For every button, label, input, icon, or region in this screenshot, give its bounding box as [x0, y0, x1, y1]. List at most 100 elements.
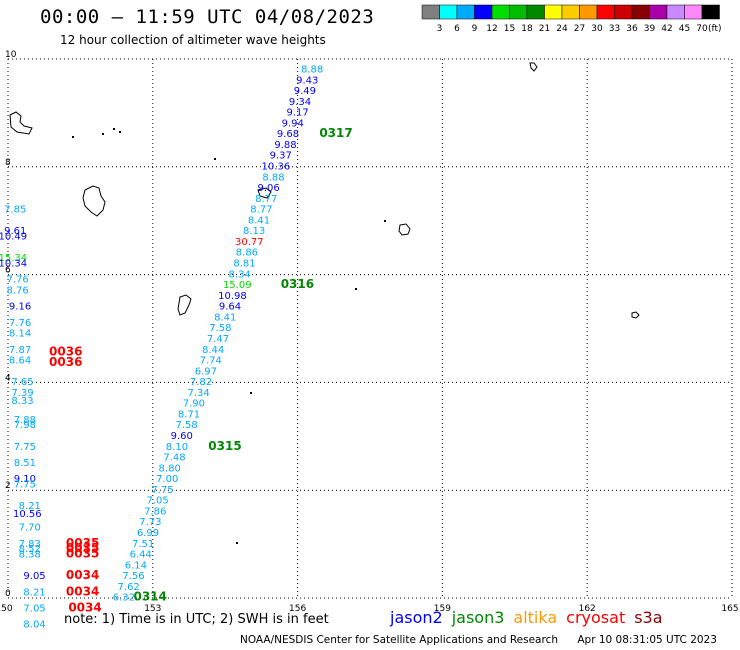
wave-height-label: 7.58	[175, 420, 197, 431]
wave-height-label: 7.82	[190, 377, 212, 388]
footer-timestamp: Apr 10 08:31:05 UTC 2023	[577, 634, 717, 646]
wave-height-label: 6.44	[130, 550, 152, 561]
wave-height-label: 8.10	[166, 442, 188, 453]
wave-height-label: 7.87	[9, 345, 31, 356]
y-tick-label: 6	[5, 266, 11, 276]
colorbar-label: 39	[644, 24, 656, 34]
islet-marker	[236, 542, 238, 544]
wave-height-label: 7.56	[122, 571, 144, 582]
wave-height-label: 8.21	[19, 501, 41, 512]
chart-title: 00:00 – 11:59 UTC 04/08/2023	[40, 6, 375, 28]
wave-height-label: 8.64	[9, 356, 31, 367]
wave-height-label: 8.77	[255, 194, 277, 205]
wave-height-label: 8.04	[23, 620, 45, 631]
wave-height-label: 7.75	[14, 442, 36, 453]
wave-height-label: 9.88	[274, 140, 296, 151]
islet-marker	[119, 131, 121, 133]
wave-height-label: 7.73	[139, 517, 161, 528]
islet-marker	[384, 220, 386, 222]
wave-height-label: 7.05	[23, 603, 45, 614]
wave-height-label: 7.70	[19, 523, 41, 534]
colorbar-label: 15	[504, 24, 515, 34]
wave-height-label: 8.34	[229, 269, 251, 280]
wave-height-label: 7.05	[146, 496, 168, 507]
wave-height-label: 10.49	[0, 232, 27, 243]
wave-height-label: 9.34	[289, 97, 311, 108]
wave-height-label: 8.41	[214, 312, 236, 323]
wave-height-label: 7.83	[19, 539, 41, 550]
wave-height-label: 7.39	[11, 388, 33, 399]
chart-note: note: 1) Time is in UTC; 2) SWH is in fe…	[64, 612, 329, 627]
colorbar-label: 45	[679, 24, 690, 34]
pass-time-label: 0034	[68, 600, 101, 614]
wave-height-label: 7.58	[209, 323, 231, 334]
wave-height-label: 30.77	[235, 237, 264, 248]
wave-height-label: 6.32	[113, 593, 135, 604]
wave-height-label: 8.88	[262, 172, 284, 183]
y-tick-label: 0	[5, 589, 11, 599]
x-tick-label: 156	[289, 604, 306, 614]
wave-height-label: 9.68	[277, 129, 299, 140]
colorbar-label: 9	[472, 24, 478, 34]
wave-height-label: 7.76	[9, 318, 31, 329]
wave-height-label: 7.48	[163, 453, 185, 464]
wave-height-label: 6.99	[137, 528, 159, 539]
footer-credit: NOAA/NESDIS Center for Satellite Applica…	[240, 634, 558, 646]
colorbar-label: 18	[521, 24, 533, 34]
wave-height-label: 8.86	[236, 248, 258, 259]
island-outline	[398, 223, 411, 236]
island-outline	[257, 187, 272, 199]
pass-time-label: 0035	[66, 547, 99, 561]
colorbar-label: 3	[437, 24, 443, 34]
pass-time-label: 0035	[66, 536, 99, 550]
island-outline	[177, 294, 192, 316]
wave-height-label: 8.38	[19, 550, 41, 561]
x-tick-label: 153	[144, 604, 161, 614]
y-tick-label: 2	[5, 481, 11, 491]
pass-time-label: 0034	[66, 584, 99, 598]
wave-height-label: 7.85	[4, 205, 26, 216]
wave-height-label: 8.52	[19, 544, 41, 555]
wave-height-label: 8.77	[250, 205, 272, 216]
island-outline	[9, 111, 33, 135]
wave-height-label: 8.21	[23, 587, 45, 598]
pass-time-label: 0034	[66, 568, 99, 582]
x-tick-label: 162	[579, 604, 596, 614]
wave-height-label: 7.90	[183, 399, 205, 410]
y-tick-label: 10	[5, 50, 17, 60]
colorbar-label: 30	[591, 24, 603, 34]
pass-time-label: 0036	[49, 344, 82, 358]
wave-height-label: 8.80	[159, 463, 181, 474]
pass-time-label: 0036	[49, 355, 82, 369]
wave-height-label: 6.14	[125, 560, 147, 571]
colorbar-label: 12	[486, 24, 497, 34]
colorbar-label: 21	[539, 24, 550, 34]
wave-height-label: 7.98	[14, 420, 36, 431]
wave-height-label: 7.65	[11, 377, 33, 388]
colorbar-label: 70	[696, 24, 708, 34]
wave-height-label: 7.76	[7, 275, 29, 286]
wave-height-label: 9.94	[282, 118, 304, 129]
colorbar-label: 6	[454, 24, 460, 34]
pass-time-label: 0314	[133, 590, 166, 604]
colorbar-swatch	[701, 4, 720, 20]
wave-height-label: 9.60	[171, 431, 193, 442]
wave-height-label: 7.86	[144, 506, 166, 517]
wave-height-label: 8.44	[202, 345, 224, 356]
colorbar-label: 33	[609, 24, 620, 34]
island-outline	[529, 62, 538, 72]
wave-height-label: 8.71	[178, 409, 200, 420]
chart-subtitle: 12 hour collection of altimeter wave hei…	[60, 33, 326, 47]
islet-marker	[113, 128, 115, 130]
wave-height-label: 7.34	[188, 388, 210, 399]
wave-height-label: 9.10	[14, 474, 36, 485]
wave-height-label: 15.34	[0, 253, 27, 264]
island-outline	[82, 185, 106, 217]
x-tick-label: 159	[434, 604, 451, 614]
wave-height-label: 7.62	[118, 582, 140, 593]
wave-height-label: 9.61	[4, 226, 26, 237]
wave-height-label: 7.47	[207, 334, 229, 345]
islet-marker	[250, 392, 252, 394]
y-tick-label: 8	[5, 158, 11, 168]
